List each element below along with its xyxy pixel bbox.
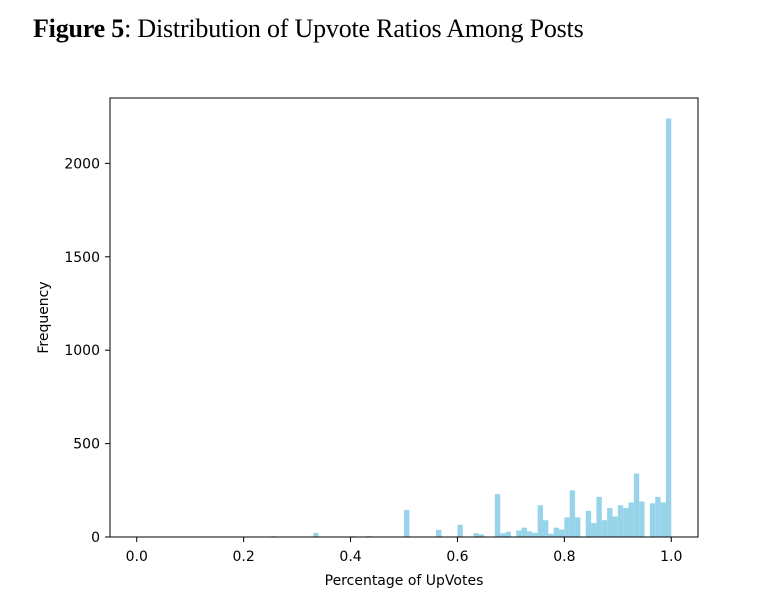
histogram-bar: [548, 533, 554, 537]
histogram-bar: [628, 502, 634, 537]
x-axis-label: Percentage of UpVotes: [325, 573, 484, 589]
histogram-bar: [617, 505, 624, 537]
figure-caption: : Distribution of Upvote Ratios Among Po…: [124, 14, 584, 43]
histogram-bar: [633, 473, 640, 537]
histogram-bar: [585, 510, 592, 537]
histogram-bar: [665, 118, 672, 538]
x-tick-label: 1.0: [660, 549, 682, 565]
histogram-bar: [404, 509, 410, 537]
y-tick-label: 2000: [64, 156, 100, 172]
figure-title: Figure 5: Distribution of Upvote Ratios …: [33, 14, 584, 44]
histogram-bar: [505, 531, 511, 537]
histogram-bar: [478, 534, 485, 537]
figure-label: Figure 5: [33, 14, 125, 43]
y-tick-label: 1000: [64, 343, 100, 359]
histogram-bar: [564, 517, 570, 537]
histogram-bar: [542, 520, 549, 537]
histogram-bar: [591, 522, 597, 537]
x-tick-label: 0.0: [126, 549, 148, 565]
histogram-bar: [553, 527, 560, 537]
histogram-bar: [623, 508, 629, 537]
histogram-bar: [612, 516, 618, 537]
y-tick-label: 0: [91, 530, 100, 546]
histogram-bars: [270, 118, 672, 538]
histogram-bar: [537, 505, 543, 537]
x-tick-label: 0.6: [446, 549, 468, 565]
histogram-bar: [526, 531, 533, 537]
histogram-bar: [516, 530, 522, 537]
histogram-bar: [436, 529, 442, 537]
histogram-bar: [521, 527, 527, 537]
y-tick-label: 1500: [64, 250, 100, 266]
histogram-bar: [607, 508, 613, 537]
histogram-bar: [601, 520, 608, 537]
histogram-bar: [649, 503, 656, 537]
histogram-bar: [500, 533, 506, 537]
x-tick-label: 0.4: [339, 549, 361, 565]
y-tick-label: 500: [73, 437, 100, 453]
histogram-bar: [639, 501, 645, 537]
y-axis-ticks: 0 500 1000 1500 2000: [64, 156, 110, 546]
x-tick-label: 0.8: [553, 549, 575, 565]
plot-frame: [109, 97, 699, 538]
y-axis-label: Frequency: [36, 281, 52, 353]
x-tick-label: 0.2: [233, 549, 255, 565]
x-axis-ticks: 0.0 0.2 0.4 0.6 0.8 1.0: [126, 537, 682, 565]
histogram-bar: [655, 496, 661, 537]
histogram-bar: [473, 533, 479, 537]
histogram-bar: [532, 532, 538, 537]
histogram-bar: [569, 490, 576, 537]
histogram-bar: [596, 496, 602, 537]
histogram-bar: [313, 532, 319, 537]
histogram-bar: [660, 502, 666, 537]
histogram-bar: [457, 524, 463, 537]
histogram-bar: [559, 529, 565, 537]
histogram-bar: [575, 517, 581, 537]
histogram-bar: [494, 494, 501, 537]
